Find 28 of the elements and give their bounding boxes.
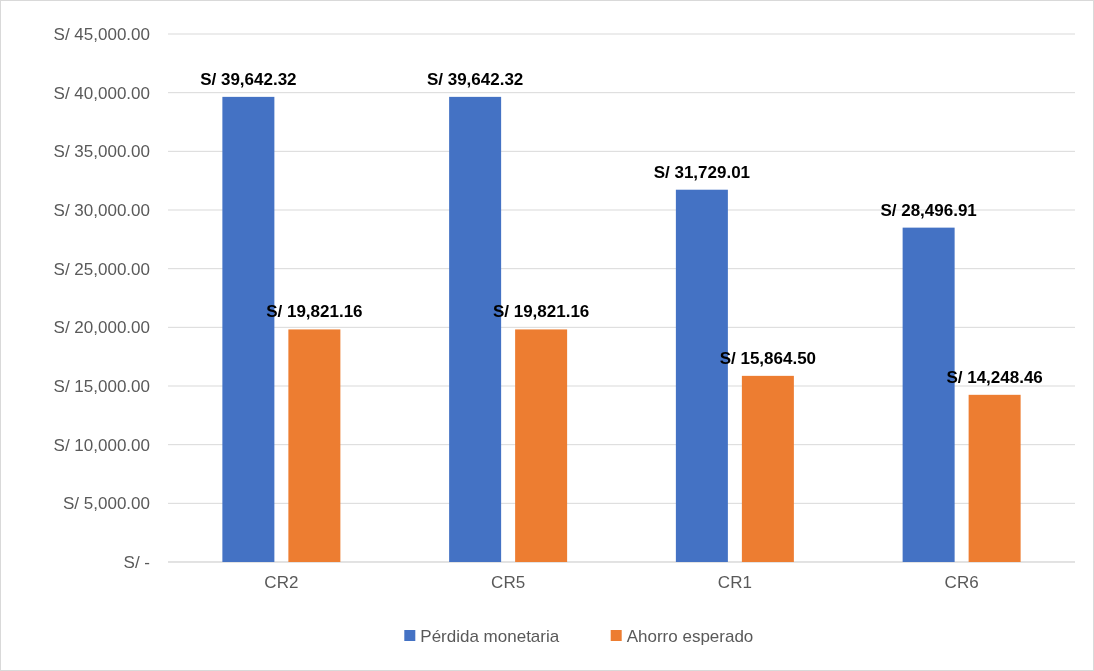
legend-label: Ahorro esperado	[626, 626, 754, 646]
bar	[741, 375, 794, 562]
data-label: S/ 14,248.46	[946, 367, 1043, 387]
x-tick-label: CR1	[717, 573, 752, 592]
x-tick-label: CR5	[491, 573, 526, 592]
data-label: S/ 19,821.16	[492, 302, 590, 322]
y-tick-label: S/ 45,000.00	[53, 24, 150, 44]
data-label: S/ 28,496.91	[880, 200, 977, 220]
x-tick-label: CR2	[264, 573, 299, 592]
legend-label: Pérdida monetaria	[420, 626, 560, 646]
y-tick-label: S/ 40,000.00	[53, 83, 150, 103]
y-tick-label: S/ 5,000.00	[63, 494, 150, 514]
bar	[968, 394, 1021, 562]
x-tick-label: CR6	[944, 573, 979, 592]
bar	[288, 329, 341, 562]
bar	[515, 329, 568, 562]
data-label: S/ 39,642.32	[426, 69, 524, 89]
y-tick-label: S/ 15,000.00	[53, 376, 150, 396]
data-label: S/ 31,729.01	[653, 162, 751, 182]
y-tick-label: S/ -	[123, 552, 150, 572]
y-tick-label: S/ 35,000.00	[53, 142, 150, 162]
data-label: S/ 39,642.32	[200, 69, 297, 89]
y-tick-label: S/ 20,000.00	[53, 318, 150, 338]
data-label: S/ 19,821.16	[266, 302, 363, 322]
y-tick-label: S/ 10,000.00	[53, 435, 150, 455]
data-label: S/ 15,864.50	[719, 348, 817, 368]
y-tick-label: S/ 25,000.00	[53, 259, 150, 279]
y-tick-label: S/ 30,000.00	[53, 200, 150, 220]
